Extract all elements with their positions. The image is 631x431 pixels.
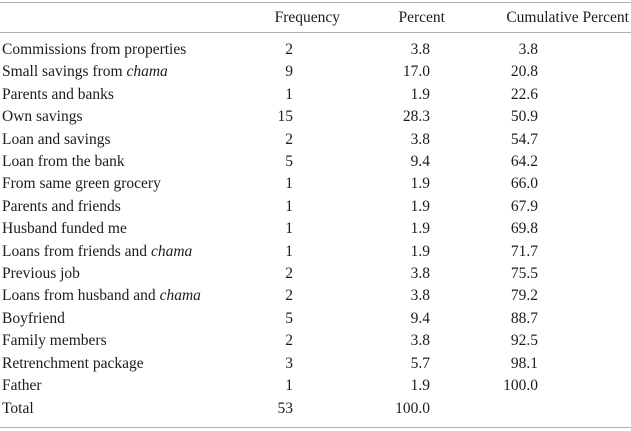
table-top-rule <box>0 2 631 3</box>
table-row: Parents and friends 1 1.9 67.9 <box>0 196 631 218</box>
frequency-cell: 2 <box>285 130 293 148</box>
frequency-cell: 1 <box>285 242 293 260</box>
cumulative-percent-cell: 98.1 <box>510 354 538 372</box>
frequency-cell: 5 <box>285 309 293 327</box>
row-label: Previous job <box>2 265 80 283</box>
table-row: Family members 2 3.8 92.5 <box>0 330 631 352</box>
percent-cell: 28.3 <box>402 108 430 126</box>
row-label: Retrenchment package <box>2 354 144 372</box>
cumulative-percent-cell: 66.0 <box>510 175 538 193</box>
row-label: Own savings <box>2 108 83 126</box>
cumulative-percent-cell: 67.9 <box>510 197 538 215</box>
frequency-cell: 2 <box>285 287 293 305</box>
table-row: Loan and savings 2 3.8 54.7 <box>0 129 631 151</box>
frequency-cell: 1 <box>285 197 293 215</box>
table-row: Parents and banks 1 1.9 22.6 <box>0 84 631 106</box>
row-label: Commissions from properties <box>2 41 187 58</box>
header-frequency: Frequency <box>240 3 345 33</box>
row-label: Loan and savings <box>2 130 111 148</box>
table-row: Retrenchment package 3 5.7 98.1 <box>0 353 631 375</box>
frequency-cell: 15 <box>277 108 294 126</box>
percent-cell: 1.9 <box>410 175 430 193</box>
cumulative-percent-cell: 79.2 <box>510 287 538 305</box>
frequency-cell: 53 <box>277 399 294 417</box>
row-label: Parents and banks <box>2 85 114 103</box>
percent-cell: 1.9 <box>410 85 430 103</box>
cumulative-percent-cell: 92.5 <box>510 332 538 350</box>
cumulative-percent-cell: 3.8 <box>518 41 538 58</box>
table-row: Loans from friends and chama 1 1.9 71.7 <box>0 241 631 263</box>
cumulative-percent-cell: 50.9 <box>510 108 538 126</box>
table-row: Father 1 1.9 100.0 <box>0 375 631 397</box>
cumulative-percent-cell: 22.6 <box>510 85 538 103</box>
table-row: Husband funded me 1 1.9 69.8 <box>0 218 631 240</box>
cumulative-percent-cell: 100.0 <box>503 377 538 395</box>
row-label: Husband funded me <box>2 220 127 238</box>
cumulative-percent-cell: 71.7 <box>510 242 538 260</box>
header-empty <box>0 3 240 33</box>
header-row: Frequency Percent Cumulative Percent <box>0 3 631 33</box>
cumulative-percent-cell: 75.5 <box>510 265 538 283</box>
row-label-italic: chama <box>126 63 168 81</box>
row-label: Loans from husband and chama <box>2 287 201 305</box>
frequency-cell: 1 <box>285 85 293 103</box>
cumulative-percent-cell: 20.8 <box>510 63 538 81</box>
row-label: Loan from the bank <box>2 153 125 171</box>
funding-sources-table: Frequency Percent Cumulative Percent Com… <box>0 3 631 427</box>
frequency-cell: 1 <box>285 175 293 193</box>
table-bottom-rule <box>0 426 631 428</box>
table-row: Own savings 15 28.3 50.9 <box>0 106 631 128</box>
row-label: Family members <box>2 332 107 350</box>
percent-cell: 3.8 <box>410 130 430 148</box>
header-cumulative-percent: Cumulative Percent <box>448 3 631 33</box>
percent-cell: 1.9 <box>410 197 430 215</box>
table-row: From same green grocery 1 1.9 66.0 <box>0 173 631 195</box>
cumulative-percent-cell: 69.8 <box>510 220 538 238</box>
row-label: Total <box>2 399 34 417</box>
frequency-cell: 1 <box>285 220 293 238</box>
cumulative-percent-cell: 88.7 <box>510 309 538 327</box>
row-label: Parents and friends <box>2 197 121 215</box>
percent-cell: 3.8 <box>410 265 430 283</box>
row-label-italic: chama <box>150 242 193 260</box>
table-row: Total 53 100.0 <box>0 398 631 427</box>
percent-cell: 1.9 <box>410 377 430 395</box>
table-row: Commissions from properties 2 3.8 3.8 <box>0 33 631 62</box>
percent-cell: 9.4 <box>410 153 430 171</box>
row-label: Boyfriend <box>2 309 65 327</box>
frequency-cell: 9 <box>285 63 293 81</box>
percent-cell: 3.8 <box>410 332 430 350</box>
frequency-cell: 5 <box>285 153 293 171</box>
percent-cell: 1.9 <box>410 242 430 260</box>
percent-cell: 3.8 <box>410 41 430 58</box>
cumulative-percent-cell: 64.2 <box>510 153 538 171</box>
frequency-cell: 1 <box>285 377 293 395</box>
row-label-italic: chama <box>159 287 201 305</box>
percent-cell: 3.8 <box>410 287 430 305</box>
table-row: Loan from the bank 5 9.4 64.2 <box>0 151 631 173</box>
table-row: Loans from husband and chama 2 3.8 79.2 <box>0 285 631 307</box>
percent-cell: 1.9 <box>410 220 430 238</box>
table-row: Previous job 2 3.8 75.5 <box>0 263 631 285</box>
frequency-cell: 2 <box>285 265 293 283</box>
row-label: Loans from friends and chama <box>2 242 193 260</box>
header-percent: Percent <box>345 3 448 33</box>
percent-cell: 17.0 <box>402 63 430 81</box>
percent-cell: 9.4 <box>410 309 430 327</box>
row-label: Small savings from chama <box>2 63 168 81</box>
table-row: Boyfriend 5 9.4 88.7 <box>0 308 631 330</box>
cumulative-percent-cell <box>448 398 631 427</box>
table-row: Small savings from chama 9 17.0 20.8 <box>0 61 631 83</box>
frequency-cell: 2 <box>285 41 293 58</box>
frequency-cell: 2 <box>285 332 293 350</box>
percent-cell: 5.7 <box>410 354 430 372</box>
cumulative-percent-cell: 54.7 <box>510 130 538 148</box>
frequency-cell: 3 <box>285 354 293 372</box>
row-label: Father <box>2 377 42 395</box>
percent-cell: 100.0 <box>395 399 430 417</box>
row-label: From same green grocery <box>2 175 161 193</box>
